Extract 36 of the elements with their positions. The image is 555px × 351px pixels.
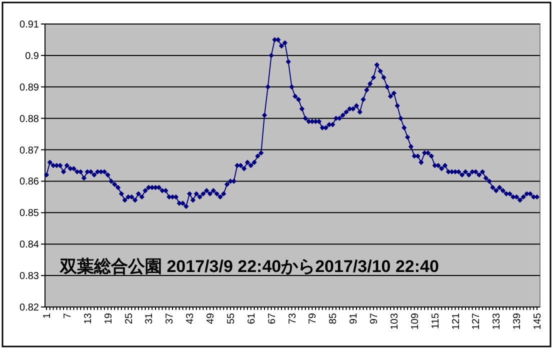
x-tick-label: 79 [308,312,319,324]
x-tick-label: 73 [287,312,298,324]
x-tick-label: 85 [328,312,340,324]
x-tick-label: 97 [369,312,380,324]
x-tick-label: 127 [471,312,482,330]
x-tick-label: 49 [206,312,216,324]
x-tick-label: 109 [410,312,421,330]
y-tick-label: 0.83 [20,271,40,282]
x-tick-label: 145 [532,312,544,330]
y-tick-label: 0.89 [20,82,40,94]
annotation: 双葉総合公園 2017/3/9 22:40から2017/3/10 22:40 [59,257,439,276]
x-tick-label: 115 [430,312,442,329]
x-tick-label: 121 [450,312,462,330]
y-tick-label: 0.91 [20,20,40,30]
x-tick-label: 13 [82,312,94,324]
x-tick-label: 55 [226,312,237,324]
y-tick-label: 0.9 [25,50,40,62]
x-tick-label: 25 [124,312,135,324]
x-tick-label: 133 [492,312,503,330]
x-tick-label: 7 [62,312,74,319]
x-tick-label: 37 [164,312,176,324]
x-tick-label: 139 [512,312,524,330]
y-tick-label: 0.82 [20,302,40,314]
x-tick-label: 43 [185,312,196,324]
x-tick-label: 103 [389,312,400,330]
x-tick-label: 61 [246,312,258,324]
y-tick-label: 0.88 [20,114,40,125]
x-tick-label: 1 [42,312,53,319]
x-tick-label: 31 [144,312,156,324]
y-tick-label: 0.84 [20,240,40,251]
x-tick-label: 91 [348,312,360,324]
x-tick-label: 67 [266,312,278,324]
y-tick-label: 0.86 [20,176,40,188]
y-tick-label: 0.87 [20,145,40,156]
x-tick-label: 19 [103,312,114,324]
y-tick-label: 0.85 [20,208,40,220]
